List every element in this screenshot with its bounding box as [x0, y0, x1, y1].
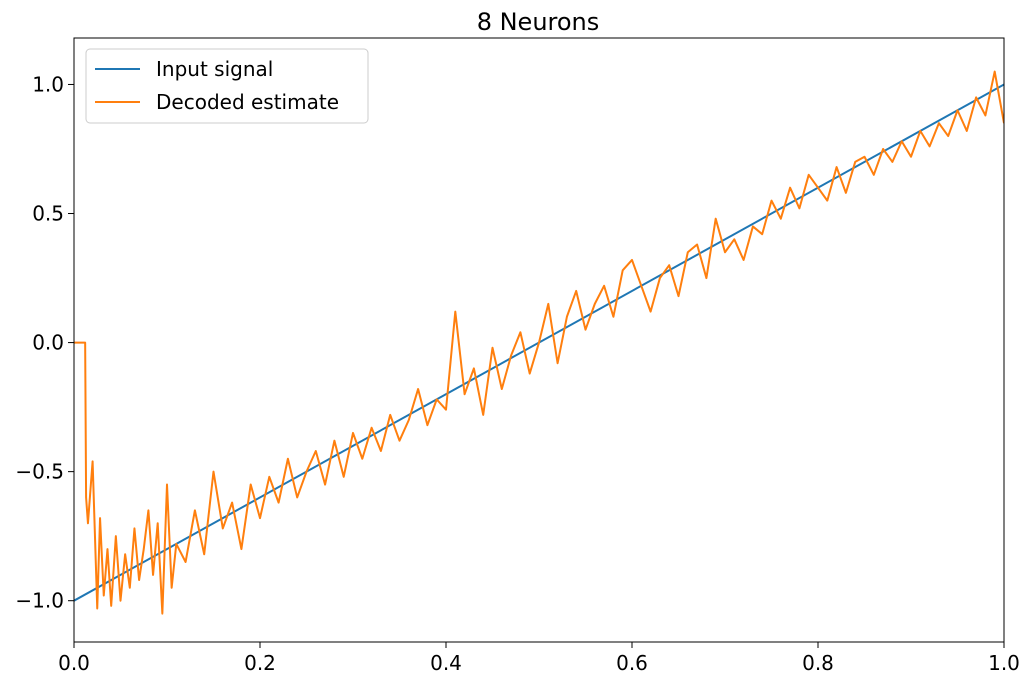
legend-label: Decoded estimate [156, 90, 339, 114]
y-tick-label: −1.0 [15, 589, 64, 613]
y-tick-label: 1.0 [32, 72, 64, 96]
x-tick-label: 0.0 [58, 651, 90, 675]
x-tick-label: 0.6 [616, 651, 648, 675]
y-tick-label: 0.0 [32, 331, 64, 355]
chart-title: 8 Neurons [477, 8, 600, 36]
legend-box [85, 48, 369, 124]
x-tick-label: 0.8 [802, 651, 834, 675]
y-tick-label: 0.5 [32, 202, 64, 226]
plot-frame [73, 37, 1005, 643]
x-tick-label: 1.0 [988, 651, 1020, 675]
y-tick-label: −0.5 [15, 460, 64, 484]
legend-label: Input signal [156, 57, 273, 81]
legend: Input signal Decoded estimate [85, 48, 369, 124]
series-line-decoded-estimate [74, 70, 1004, 615]
x-tick-label: 0.2 [244, 651, 276, 675]
x-tick-label: 0.4 [430, 651, 462, 675]
